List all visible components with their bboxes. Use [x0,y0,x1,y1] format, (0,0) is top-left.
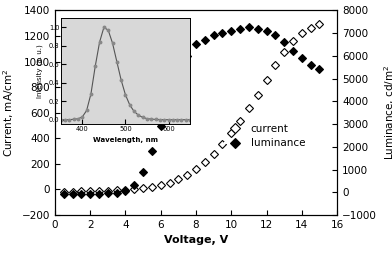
X-axis label: Wavelength, nm: Wavelength, nm [93,137,158,143]
Y-axis label: Current, mA/cm$^2$: Current, mA/cm$^2$ [1,68,16,157]
Legend: current, luminance: current, luminance [220,120,309,153]
X-axis label: Voltage, V: Voltage, V [164,235,228,245]
Y-axis label: Intensity (a. u.): Intensity (a. u.) [37,44,43,98]
Y-axis label: Luminance, cd/m$^2$: Luminance, cd/m$^2$ [383,65,392,160]
